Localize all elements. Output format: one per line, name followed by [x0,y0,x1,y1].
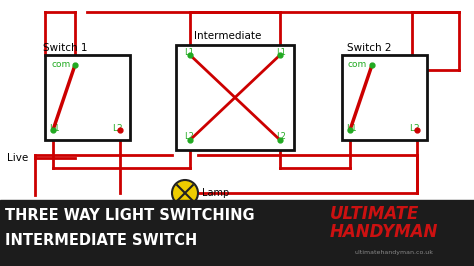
Text: HANDYMAN: HANDYMAN [330,223,438,241]
Text: L1: L1 [49,124,60,133]
Text: L1: L1 [346,124,357,133]
Text: L1: L1 [276,48,286,57]
Bar [342,55,427,140]
Text: INTERMEDIATE SWITCH: INTERMEDIATE SWITCH [5,233,197,248]
Circle shape [172,180,198,206]
Text: Switch 1: Switch 1 [43,43,88,53]
Text: com: com [51,60,70,69]
Text: L2: L2 [276,132,286,141]
Text: Lamp: Lamp [202,188,229,198]
Text: L2: L2 [112,124,123,133]
Text: L1: L1 [184,48,194,57]
Text: Switch 2: Switch 2 [347,43,392,53]
Text: L2: L2 [409,124,419,133]
Text: ULTIMATE: ULTIMATE [330,205,419,223]
Bar [45,55,130,140]
Text: THREE WAY LIGHT SWITCHING: THREE WAY LIGHT SWITCHING [5,208,255,223]
Text: com: com [348,60,367,69]
Bar [0,200,474,266]
Text: L2: L2 [184,132,194,141]
Text: ultimatehandyman.co.uk: ultimatehandyman.co.uk [355,250,434,255]
Text: Intermediate: Intermediate [194,31,261,41]
Bar [176,45,294,150]
Text: Live: Live [7,153,28,163]
